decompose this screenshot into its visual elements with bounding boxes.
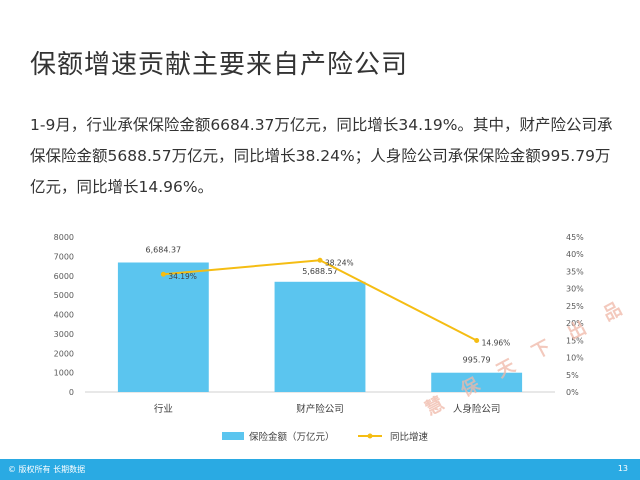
y-right-tick-label: 5% [566, 371, 579, 380]
page-title: 保额增速贡献主要来自产险公司 [30, 50, 409, 80]
y-left-tick-label: 0 [69, 388, 74, 397]
x-tick-label: 行业 [154, 403, 173, 415]
growth-rate-point [474, 337, 480, 343]
growth-rate-point [317, 257, 323, 263]
y-right-tick-label: 25% [566, 302, 584, 311]
y-left-tick-label: 3000 [54, 330, 74, 339]
bar-value-label: 5,688.57 [302, 267, 338, 276]
legend-bar-label: 保险金额（万亿元） [249, 431, 335, 443]
y-right-tick-label: 30% [566, 285, 584, 294]
y-right-tick-label: 0% [566, 388, 579, 397]
y-left-tick-label: 1000 [54, 369, 74, 378]
line-value-label: 14.96% [482, 338, 511, 347]
copyright-text: © 版权所有 长期数据 [8, 465, 86, 474]
bar-2 [274, 281, 366, 392]
y-left-tick-label: 5000 [54, 291, 74, 300]
page-number: 13 [617, 464, 628, 473]
y-right-tick-label: 20% [566, 319, 584, 328]
x-tick-label: 人身险公司 [453, 403, 501, 415]
y-right-tick-label: 10% [566, 354, 584, 363]
bar-value-label: 6,684.37 [146, 245, 182, 254]
legend-bar-swatch [222, 432, 244, 440]
bar-value-label: 995.79 [463, 356, 491, 365]
growth-rate-point [160, 271, 166, 277]
legend-line-label: 同比增速 [390, 431, 429, 443]
y-left-tick-label: 8000 [54, 233, 74, 242]
summary-text: 1-9月，行业承保保险金额6684.37万亿元，同比增长34.19%。其中，财产… [30, 116, 613, 196]
y-left-tick-label: 7000 [54, 252, 74, 261]
y-right-tick-label: 40% [566, 250, 584, 259]
y-left-tick-label: 4000 [54, 311, 74, 320]
y-right-tick-label: 15% [566, 336, 584, 345]
bar-line-chart: 0 1000 2000 3000 4000 5000 6000 7000 8000 0% 5% 10%… [54, 233, 585, 443]
x-tick-label: 财产险公司 [296, 403, 344, 415]
legend-line-marker [367, 433, 373, 439]
line-value-label: 38.24% [325, 258, 354, 267]
bar-1 [117, 262, 209, 392]
y-right-tick-label: 45% [566, 233, 584, 242]
footer-bar: © 版权所有 长期数据 13 [0, 459, 640, 480]
y-left-tick-label: 2000 [54, 349, 74, 358]
bar-3 [431, 372, 523, 392]
line-value-label: 34.19% [168, 272, 197, 281]
y-right-tick-label: 35% [566, 267, 584, 276]
y-left-tick-label: 6000 [54, 272, 74, 281]
